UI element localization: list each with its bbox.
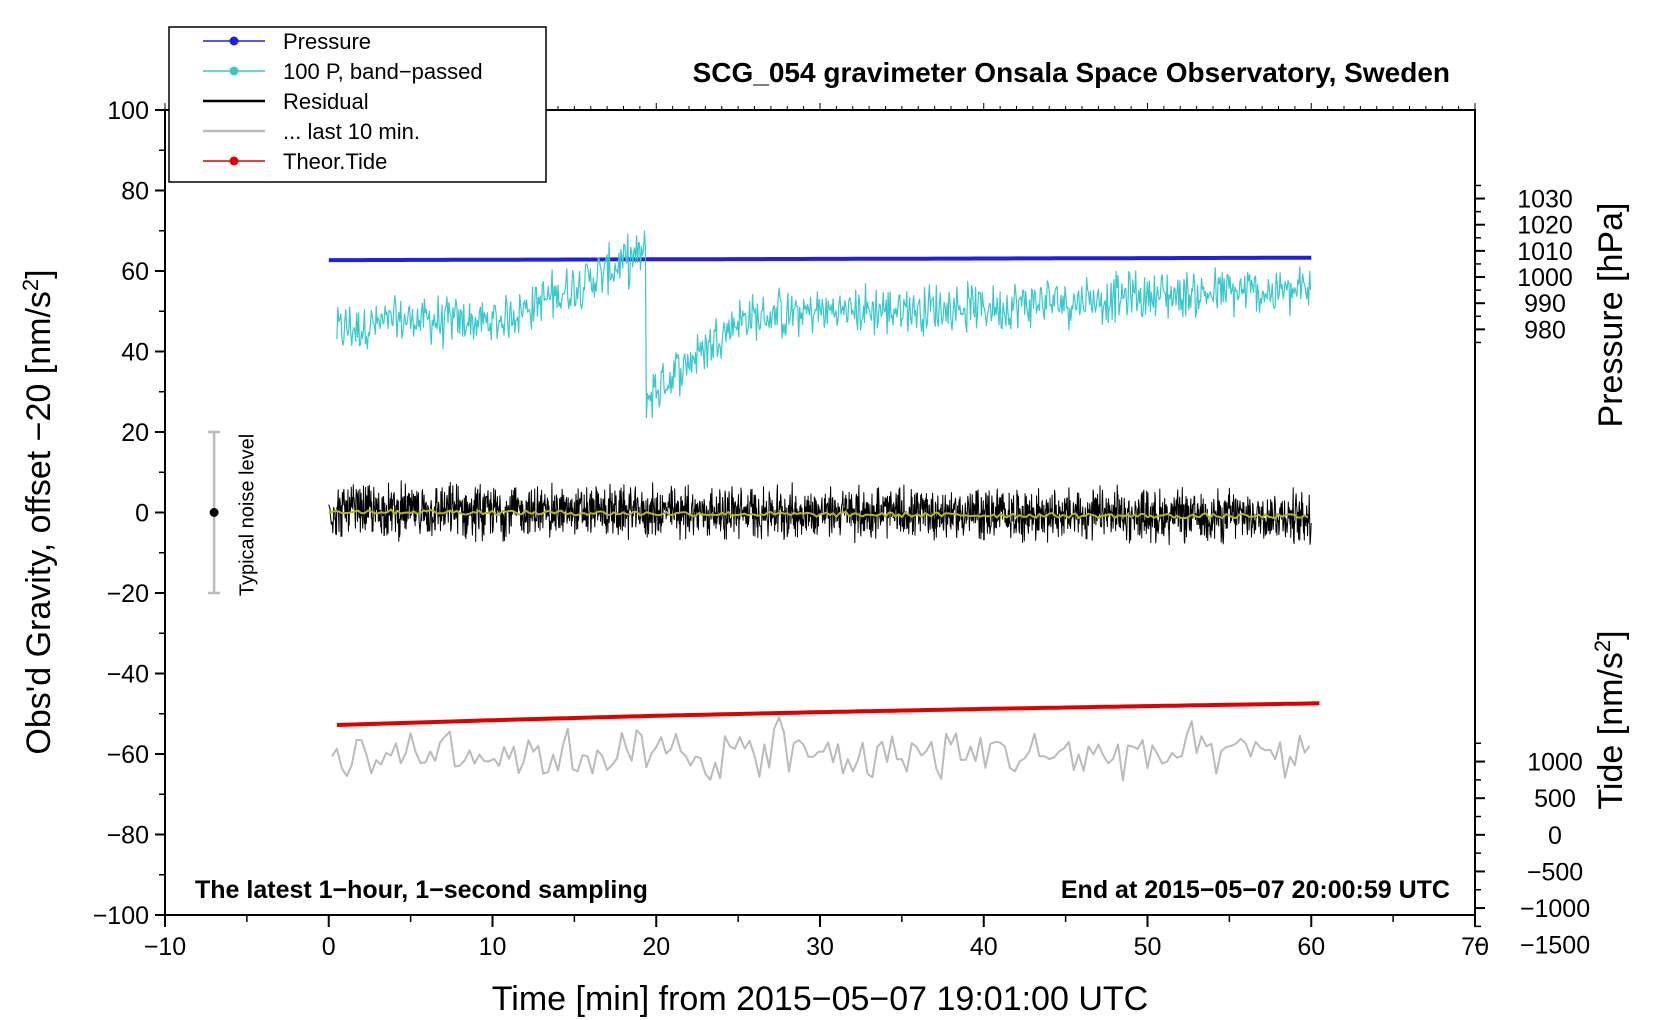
legend-label: Residual — [283, 89, 369, 114]
legend-swatch-marker — [229, 36, 239, 46]
legend-swatch-marker — [229, 156, 239, 166]
pressure-tick-label: 1010 — [1517, 238, 1573, 266]
legend-label: Theor.Tide — [283, 149, 387, 174]
pressure-tick-label: 1020 — [1517, 212, 1573, 240]
x-tick-labels: −10 0 10 20 30 40 50 60 70 — [144, 933, 1489, 961]
y-tick-label: 0 — [135, 500, 149, 528]
y-axis-title-tide-sup: 2 — [1590, 640, 1615, 652]
y-tick-label: −20 — [107, 580, 149, 608]
x-tick-label: 20 — [642, 933, 670, 961]
tide-tick-label: 500 — [1534, 785, 1576, 813]
x-tick-label: 10 — [479, 933, 507, 961]
y-axis-title-left-close: ] — [20, 269, 58, 278]
y-tick-label: 100 — [107, 97, 149, 125]
y-axis-title-tide-main: Tide [nm/s — [1592, 652, 1630, 809]
y-tick-label: 20 — [121, 419, 149, 447]
legend-label: ... last 10 min. — [283, 119, 420, 144]
pressure-tick-label: 1030 — [1517, 186, 1573, 214]
y-axis-title-left-sup: 2 — [18, 279, 43, 291]
tide-tick-label: −1000 — [1520, 895, 1590, 923]
y-tick-label: 60 — [121, 258, 149, 286]
tide-tick-labels: −1500 −1000 −500 0 500 1000 — [1520, 749, 1590, 960]
annotation-right: End at 2015−05−07 20:00:59 UTC — [1061, 876, 1450, 904]
series-theor-tide — [336, 701, 1320, 727]
tide-tick-label: 0 — [1548, 822, 1562, 850]
y-tick-label: 40 — [121, 339, 149, 367]
legend-box — [168, 26, 547, 183]
x-tick-label: −10 — [144, 933, 186, 961]
series-100-p-band-passed — [336, 230, 1312, 419]
legend-label: Pressure — [283, 29, 371, 54]
pressure-tick-label: 980 — [1524, 316, 1566, 344]
legend-label: 100 P, band−passed — [283, 59, 483, 84]
x-tick-label: 40 — [970, 933, 998, 961]
x-tick-label: 70 — [1461, 933, 1489, 961]
series-pressure — [328, 255, 1312, 263]
x-tick-label: 0 — [322, 933, 336, 961]
annotation-left: The latest 1−hour, 1−second sampling — [195, 876, 648, 904]
series-residual-smoothed — [328, 508, 1309, 520]
noise-level-label: Typical noise level — [236, 434, 258, 596]
x-tick-label: 60 — [1297, 933, 1325, 961]
y-axis-title-tide-close: ] — [1592, 630, 1630, 639]
series-residual — [328, 480, 1312, 546]
y-axis-title-left-main: Obs'd Gravity, offset −20 [nm/s — [20, 291, 58, 754]
y-axis-title-left: Obs'd Gravity, offset −20 [nm/s2] — [18, 269, 59, 754]
pressure-tick-label: 990 — [1524, 290, 1566, 318]
noise-level-bar — [208, 430, 221, 595]
pressure-tick-label: 1000 — [1517, 264, 1573, 292]
y-axis-title-tide: Tide [nm/s2] — [1590, 630, 1631, 809]
legend: Pressure 100 P, band−passed Residual ... la… — [168, 26, 547, 183]
x-tick-label: 30 — [806, 933, 834, 961]
tide-tick-label: −500 — [1527, 858, 1583, 886]
series--last-10-min — [331, 716, 1311, 782]
y-tick-label: 80 — [121, 178, 149, 206]
y-axis-title-pressure: Pressure [hPa] — [1592, 203, 1630, 428]
y-tick-label: −40 — [107, 661, 149, 689]
series-layer — [328, 230, 1320, 782]
y-tick-label: −80 — [107, 822, 149, 850]
x-axis-title: Time [min] from 2015−05−07 19:01:00 UTC — [492, 980, 1148, 1018]
y-tick-labels: −100 −80 −60 −40 −20 0 20 40 60 80 100 — [93, 97, 149, 930]
tide-tick-label: 1000 — [1527, 749, 1583, 777]
legend-swatch-marker — [229, 66, 239, 76]
x-tick-label: 50 — [1134, 933, 1162, 961]
y-tick-label: −100 — [93, 902, 149, 930]
y-tick-label: −60 — [107, 741, 149, 769]
tide-tick-label: −1500 — [1520, 932, 1590, 960]
chart-title: SCG_054 gravimeter Onsala Space Observat… — [693, 57, 1450, 88]
noise-bar-dot — [209, 508, 219, 517]
